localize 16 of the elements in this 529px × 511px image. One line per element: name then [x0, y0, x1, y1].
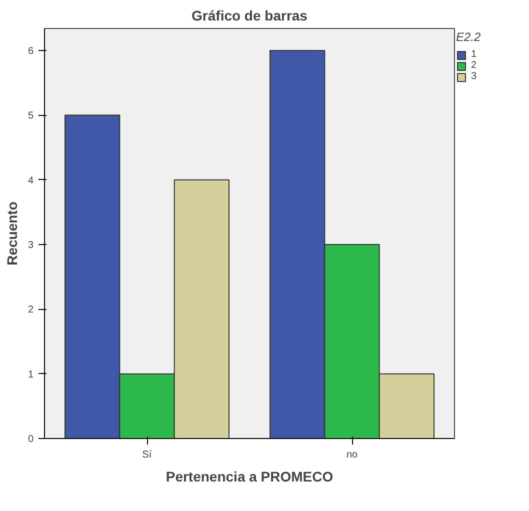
y-tick-label: 3 — [28, 240, 34, 251]
legend-label: 3 — [471, 71, 478, 82]
y-axis-title: Recuento — [4, 202, 20, 266]
y-tick-label: 4 — [28, 175, 34, 186]
x-tick-label: no — [346, 450, 358, 460]
legend-label: 1 — [471, 49, 478, 60]
y-tick-label: 0 — [28, 434, 34, 445]
y-tick-label: 2 — [28, 304, 34, 316]
y-tick-label: 6 — [28, 46, 34, 57]
x-tick-label: Sí — [142, 450, 152, 460]
legend-label: 2 — [471, 60, 478, 71]
y-tick-label: 5 — [28, 110, 34, 122]
legend-title: E2.2 — [456, 30, 482, 44]
chart-title: Gráfico de barras — [192, 8, 308, 24]
x-axis-title: Pertenencia a PROMECO — [166, 468, 334, 484]
y-tick-label: 1 — [28, 369, 34, 380]
